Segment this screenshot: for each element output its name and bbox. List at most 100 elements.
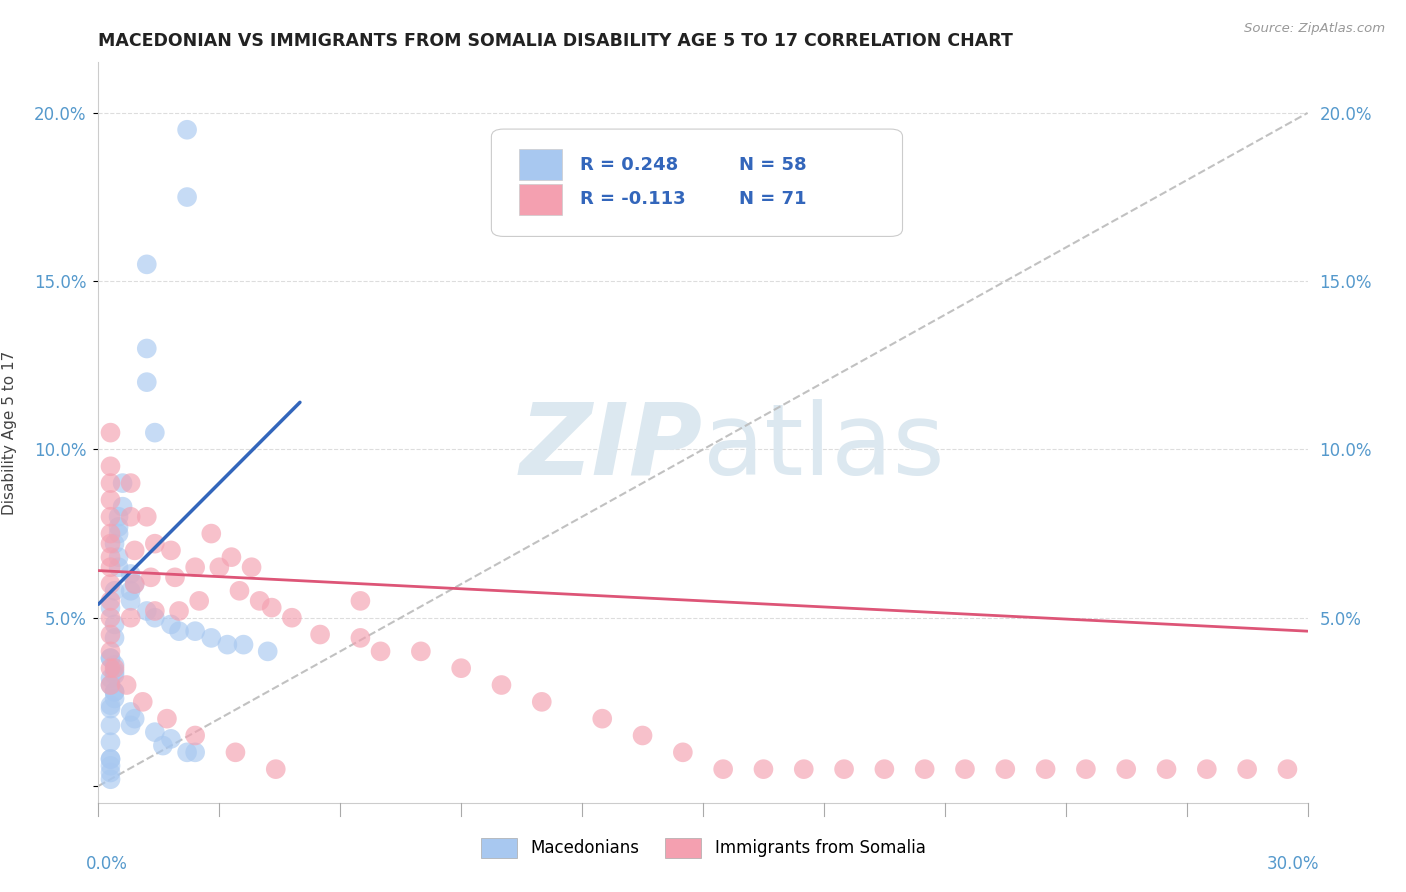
Point bbox=[100, 718, 122, 732]
Point bbox=[135, 604, 157, 618]
Point bbox=[450, 661, 472, 675]
Point bbox=[100, 526, 122, 541]
Point bbox=[184, 624, 207, 639]
Point bbox=[124, 577, 146, 591]
Point bbox=[103, 583, 125, 598]
Point bbox=[107, 509, 129, 524]
Point bbox=[100, 476, 122, 491]
Point bbox=[184, 729, 207, 743]
Point bbox=[591, 712, 613, 726]
Text: N = 58: N = 58 bbox=[740, 155, 807, 174]
Point bbox=[249, 594, 271, 608]
Point bbox=[100, 536, 122, 550]
FancyBboxPatch shape bbox=[519, 149, 561, 180]
Point bbox=[100, 752, 122, 766]
Point bbox=[994, 762, 1017, 776]
Point bbox=[107, 560, 129, 574]
Point bbox=[232, 638, 254, 652]
Point bbox=[188, 594, 211, 608]
Point bbox=[264, 762, 287, 776]
Point bbox=[914, 762, 936, 776]
Point bbox=[135, 375, 157, 389]
Point bbox=[135, 257, 157, 271]
Point bbox=[143, 425, 166, 440]
Point bbox=[120, 566, 142, 581]
Text: ZIP: ZIP bbox=[520, 399, 703, 496]
Point bbox=[752, 762, 775, 776]
Point bbox=[200, 631, 222, 645]
Point bbox=[100, 610, 122, 624]
Point bbox=[100, 577, 122, 591]
Text: R = 0.248: R = 0.248 bbox=[579, 155, 678, 174]
Point bbox=[120, 476, 142, 491]
Point bbox=[160, 731, 183, 746]
Point bbox=[1115, 762, 1137, 776]
Point bbox=[631, 729, 654, 743]
Point bbox=[200, 526, 222, 541]
Point bbox=[115, 678, 138, 692]
Point bbox=[1236, 762, 1258, 776]
Point bbox=[111, 500, 134, 514]
Point bbox=[176, 122, 198, 136]
Point bbox=[100, 560, 122, 574]
Point bbox=[107, 550, 129, 565]
Point bbox=[349, 594, 371, 608]
Text: MACEDONIAN VS IMMIGRANTS FROM SOMALIA DISABILITY AGE 5 TO 17 CORRELATION CHART: MACEDONIAN VS IMMIGRANTS FROM SOMALIA DI… bbox=[98, 32, 1014, 50]
Point bbox=[156, 712, 179, 726]
Point bbox=[100, 644, 122, 658]
Point bbox=[100, 459, 122, 474]
Text: 0.0%: 0.0% bbox=[86, 855, 128, 872]
Point bbox=[672, 745, 695, 759]
Point bbox=[143, 610, 166, 624]
Point bbox=[176, 190, 198, 204]
Point bbox=[143, 536, 166, 550]
Text: 30.0%: 30.0% bbox=[1267, 855, 1320, 872]
Point bbox=[103, 631, 125, 645]
Point bbox=[832, 762, 855, 776]
Point bbox=[152, 739, 174, 753]
Point bbox=[100, 600, 122, 615]
Point bbox=[100, 735, 122, 749]
Point bbox=[103, 661, 125, 675]
Point bbox=[103, 536, 125, 550]
Point bbox=[160, 617, 183, 632]
Point bbox=[139, 570, 162, 584]
Point bbox=[163, 570, 186, 584]
Point bbox=[103, 691, 125, 706]
Point bbox=[100, 425, 122, 440]
Point bbox=[107, 520, 129, 534]
Point bbox=[100, 671, 122, 685]
Text: N = 71: N = 71 bbox=[740, 190, 807, 209]
Point bbox=[100, 678, 122, 692]
Point bbox=[309, 627, 332, 641]
Point bbox=[217, 638, 239, 652]
Point bbox=[228, 583, 250, 598]
Point bbox=[491, 678, 513, 692]
Point bbox=[167, 624, 190, 639]
Point bbox=[256, 644, 278, 658]
Point bbox=[873, 762, 896, 776]
Point bbox=[100, 651, 122, 665]
Point bbox=[107, 526, 129, 541]
Point bbox=[793, 762, 815, 776]
Point bbox=[1035, 762, 1057, 776]
Point bbox=[120, 610, 142, 624]
Point bbox=[100, 594, 122, 608]
Point bbox=[100, 509, 122, 524]
Point bbox=[349, 631, 371, 645]
Point bbox=[103, 617, 125, 632]
Point bbox=[208, 560, 231, 574]
Point bbox=[100, 651, 122, 665]
Point bbox=[953, 762, 976, 776]
Text: atlas: atlas bbox=[703, 399, 945, 496]
Point bbox=[100, 678, 122, 692]
Point bbox=[100, 752, 122, 766]
Point bbox=[176, 745, 198, 759]
Text: R = -0.113: R = -0.113 bbox=[579, 190, 685, 209]
Point bbox=[1074, 762, 1097, 776]
Point bbox=[184, 745, 207, 759]
Point bbox=[103, 668, 125, 682]
Point bbox=[100, 627, 122, 641]
Point bbox=[100, 772, 122, 787]
Point bbox=[100, 765, 122, 780]
